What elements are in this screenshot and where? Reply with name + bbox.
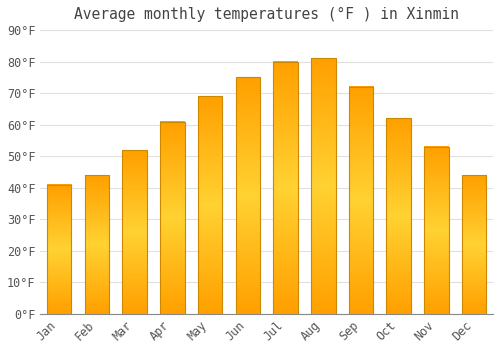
Bar: [348, 87, 374, 314]
Bar: [311, 58, 336, 314]
Bar: [236, 77, 260, 314]
Bar: [84, 175, 109, 314]
Bar: [122, 150, 147, 314]
Bar: [47, 184, 72, 314]
Bar: [386, 118, 411, 314]
Title: Average monthly temperatures (°F ) in Xinmin: Average monthly temperatures (°F ) in Xi…: [74, 7, 459, 22]
Bar: [198, 96, 222, 314]
Bar: [160, 121, 184, 314]
Bar: [424, 147, 448, 314]
Bar: [274, 62, 298, 314]
Bar: [462, 175, 486, 314]
